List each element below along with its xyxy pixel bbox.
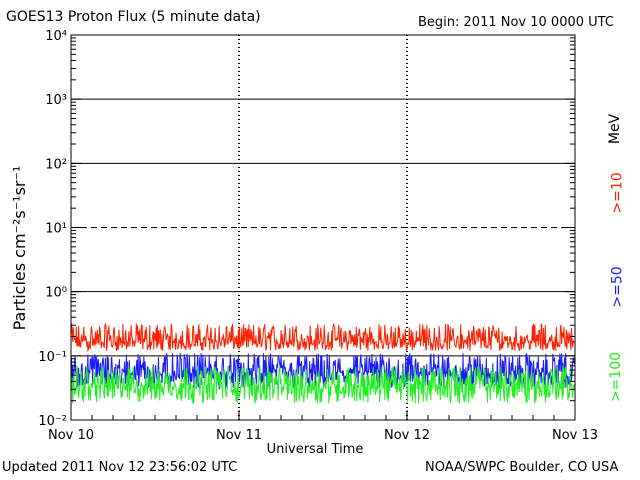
y-axis-label: Particles cm⁻²s⁻¹sr⁻¹ bbox=[10, 165, 29, 331]
grid-layer bbox=[71, 35, 575, 420]
y-tick-label: 10⁴ bbox=[45, 29, 67, 44]
x-axis-label: Universal Time bbox=[266, 442, 364, 457]
x-tick-label: Nov 10 bbox=[48, 428, 94, 443]
y-tick-label: 10⁰ bbox=[45, 286, 67, 301]
updated-time: Updated 2011 Nov 12 23:56:02 UTC bbox=[2, 460, 238, 475]
y-tick-label: 10⁻¹ bbox=[38, 350, 67, 365]
series-line bbox=[70, 352, 576, 390]
credit: NOAA/SWPC Boulder, CO USA bbox=[425, 460, 619, 475]
legend-ge50: >=50 bbox=[609, 266, 626, 308]
legend-ge10: >=10 bbox=[609, 172, 626, 214]
y-tick-label: 10³ bbox=[45, 93, 67, 108]
tick-layer: 10⁻² 10⁻¹ 10⁰ 10¹ 10² 10³ 10⁴ Nov 10 Nov 11 Nov 1… bbox=[38, 29, 598, 443]
series-layer bbox=[70, 322, 576, 404]
legend-ge100: >=100 bbox=[608, 351, 625, 403]
y-tick-label: 10² bbox=[45, 157, 67, 172]
legend-unit: MeV bbox=[607, 113, 624, 145]
y-tick-label: 10⁻² bbox=[38, 414, 67, 429]
x-tick-label: Nov 11 bbox=[216, 428, 262, 443]
series-line bbox=[70, 365, 576, 404]
chart-title: GOES13 Proton Flux (5 minute data) bbox=[6, 9, 261, 25]
x-tick-label: Nov 12 bbox=[384, 428, 430, 443]
x-tick-label: Nov 13 bbox=[552, 428, 598, 443]
y-tick-label: 10¹ bbox=[45, 222, 67, 237]
begin-time: Begin: 2011 Nov 10 0000 UTC bbox=[418, 15, 614, 30]
series-line bbox=[70, 322, 576, 353]
